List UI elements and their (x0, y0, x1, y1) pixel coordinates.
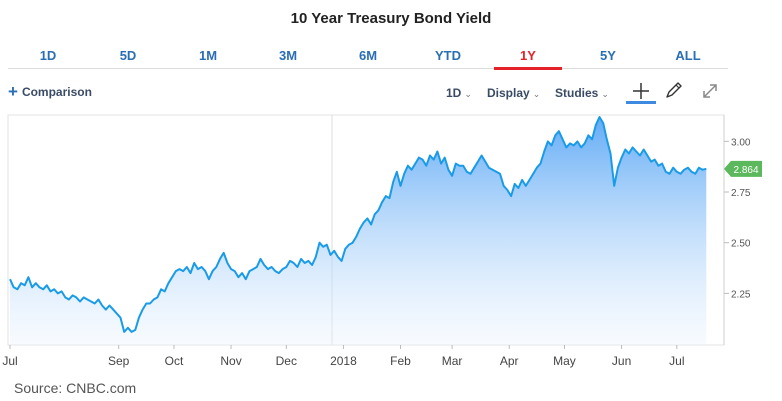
tab-1m[interactable]: 1M (198, 48, 218, 63)
interval-dropdown[interactable]: 1D ⌄ (446, 86, 472, 100)
x-tick-label: Jul (2, 354, 17, 368)
x-tick-label: Jul (669, 354, 684, 368)
x-tick-label: Mar (442, 354, 463, 368)
source-note: Source: CNBC.com (14, 380, 137, 396)
chevron-down-icon: ⌄ (532, 89, 541, 99)
display-dropdown[interactable]: Display ⌄ (487, 86, 540, 100)
comparison-button[interactable]: + Comparison (8, 82, 92, 101)
draw-pencil-icon (666, 82, 682, 98)
y-tick-label: 2.75 (731, 188, 751, 199)
chevron-down-icon: ⌄ (601, 89, 609, 99)
x-tick-label: Feb (390, 354, 411, 368)
comparison-label: Comparison (21, 85, 92, 99)
tab-6m[interactable]: 6M (358, 48, 378, 63)
x-tick-label: Nov (220, 354, 241, 368)
yield-line (9, 116, 707, 333)
display-label: Display (487, 86, 530, 100)
last-price-label: 2.864 (733, 165, 758, 176)
x-tick-label: Apr (500, 354, 519, 368)
x-tick-label: Dec (276, 354, 297, 368)
fullscreen-icon (703, 84, 717, 98)
chart-toolbar: + Comparison 1D ⌄ Display ⌄ Studies ⌄ (8, 80, 728, 106)
tab-5y[interactable]: 5Y (600, 48, 616, 63)
studies-dropdown[interactable]: Studies ⌄ (555, 86, 609, 100)
x-tick-label: Jun (612, 354, 631, 368)
fullscreen-button[interactable] (698, 80, 728, 104)
yield-area (10, 117, 707, 345)
y-tick-label: 3.00 (731, 137, 751, 148)
x-tick-label: Sep (108, 354, 130, 368)
x-tick-label: 2018 (330, 354, 357, 368)
tab-ytd[interactable]: YTD (435, 48, 461, 63)
range-tabs: 1D 5D 1M 3M 6M YTD 1Y 5Y ALL (8, 47, 728, 70)
tab-1y[interactable]: 1Y (488, 47, 568, 70)
draw-button[interactable] (662, 80, 692, 104)
tab-3m[interactable]: 3M (278, 48, 298, 63)
studies-label: Studies (555, 86, 599, 100)
chart-title: 10 Year Treasury Bond Yield (290, 10, 492, 27)
tab-5d[interactable]: 5D (119, 48, 137, 63)
y-tick-label: 2.25 (731, 289, 751, 300)
crosshair-icon (633, 83, 649, 99)
x-tick-label: May (553, 354, 576, 368)
crosshair-button[interactable] (626, 80, 656, 104)
y-tick-label: 2.50 (731, 239, 751, 250)
x-tick-label: Oct (165, 354, 184, 368)
interval-label: 1D (446, 86, 462, 100)
chevron-down-icon: ⌄ (464, 89, 472, 99)
tab-all[interactable]: ALL (675, 48, 701, 63)
tab-1d[interactable]: 1D (39, 48, 57, 63)
last-price-tag (724, 160, 762, 177)
plus-icon: + (8, 82, 18, 101)
